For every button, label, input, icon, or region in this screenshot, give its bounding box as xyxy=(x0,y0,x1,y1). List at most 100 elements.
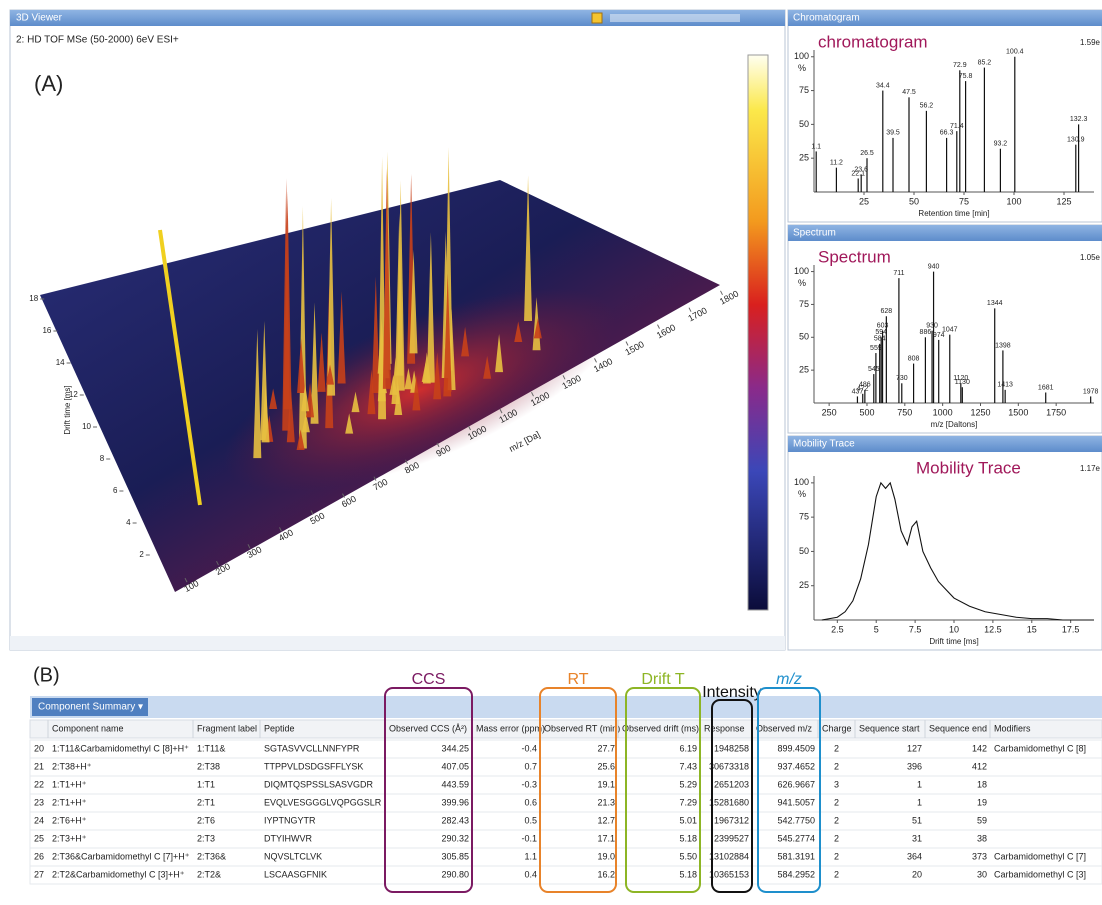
table-cell: 3 xyxy=(834,779,839,789)
scale-label: 1.05e xyxy=(1080,253,1101,262)
table-row[interactable] xyxy=(30,848,1102,866)
column-header[interactable]: Component name xyxy=(52,723,124,733)
table-cell: 0.5 xyxy=(524,815,537,825)
table-cell: 542.7750 xyxy=(777,815,815,825)
table-cell: 1:T11&Carbamidomethyl C [8]+H⁺ xyxy=(52,743,189,753)
table-cell: 626.9667 xyxy=(777,779,815,789)
table-cell: -0.4 xyxy=(521,743,537,753)
peak-label: 930 xyxy=(926,323,938,330)
table-cell: 2:T38+H⁺ xyxy=(52,761,92,771)
column-annotation: Drift T xyxy=(641,671,684,688)
table-cell: 1:T11& xyxy=(197,743,225,753)
table-cell: 5.01 xyxy=(679,815,697,825)
table-cell: 407.05 xyxy=(441,761,469,771)
column-header[interactable]: Fragment label xyxy=(197,723,257,733)
column-header[interactable]: Observed drift (ms) xyxy=(622,723,699,733)
y-tick-label: 100 xyxy=(794,477,809,487)
table-cell: 399.96 xyxy=(441,797,469,807)
toolbar[interactable] xyxy=(592,13,740,23)
peak-label: 1047 xyxy=(942,327,958,334)
table-cell: 305.85 xyxy=(441,851,469,861)
peak-label: 730 xyxy=(896,375,908,382)
column-header[interactable]: Charge xyxy=(822,723,852,733)
tab-bar xyxy=(30,696,1102,718)
y-tick-label: 16 xyxy=(42,326,51,335)
panel-annotation: Mobility Trace xyxy=(916,458,1021,477)
peak-label: 1130 xyxy=(955,379,970,386)
peak-label: 11.2 xyxy=(830,160,843,167)
peak-label: 130.9 xyxy=(1067,137,1085,144)
toolbar-button[interactable] xyxy=(592,13,602,23)
column-header[interactable]: Observed CCS (Å²) xyxy=(389,723,467,733)
table-cell: 27.7 xyxy=(597,743,615,753)
y-tick-label: 50 xyxy=(799,546,809,556)
y-tick-label: 8 xyxy=(100,454,105,463)
row-number: 23 xyxy=(34,797,44,807)
scale-label: 1.59e xyxy=(1080,38,1101,47)
column-annotation: CCS xyxy=(412,671,446,688)
table-cell: 364 xyxy=(907,851,922,861)
table-row[interactable] xyxy=(30,776,1102,794)
table-cell: 2:T6+H⁺ xyxy=(52,815,87,825)
peak-label: 72.9 xyxy=(953,62,967,69)
column-header[interactable]: Peptide xyxy=(264,723,295,733)
y-tick-label: 25 xyxy=(799,365,809,375)
chart-panel: SpectrumSpectrum1.05e255075100%250500750… xyxy=(788,225,1102,433)
table-cell: 19.1 xyxy=(597,779,615,789)
x-tick-label: 100 xyxy=(1006,196,1021,206)
toolbar-buttons[interactable] xyxy=(610,14,740,22)
table-cell: 127 xyxy=(907,743,922,753)
column-header[interactable]: Sequence start xyxy=(859,723,920,733)
column-header[interactable]: Response xyxy=(704,723,745,733)
table-row[interactable] xyxy=(30,812,1102,830)
table-cell: 1 xyxy=(917,797,922,807)
table-cell: 373 xyxy=(972,851,987,861)
table-cell: 2 xyxy=(834,833,839,843)
table-cell: 937.4652 xyxy=(777,761,815,771)
table-cell: 1.1 xyxy=(524,851,537,861)
panel-annotation: Spectrum xyxy=(818,247,891,266)
peak-label: 26.5 xyxy=(860,150,874,157)
y-tick-label: 4 xyxy=(126,518,131,527)
y-tick-label: 12 xyxy=(69,390,78,399)
table-cell: 2651203 xyxy=(714,779,749,789)
column-header[interactable]: Mass error (ppm) xyxy=(476,723,545,733)
table-cell: 30673318 xyxy=(709,761,749,771)
column-header[interactable]: Sequence end xyxy=(929,723,987,733)
tab-label[interactable]: Component Summary ▾ xyxy=(38,702,143,713)
column-header[interactable]: Modifiers xyxy=(994,723,1031,733)
section-label: (B) xyxy=(33,664,60,686)
peak-label: 886 xyxy=(920,329,932,336)
table-cell: DIQMTQSPSSLSASVGDR xyxy=(264,779,374,789)
table-cell: 13102884 xyxy=(709,851,749,861)
y-tick-label: 10 xyxy=(82,422,91,431)
table-cell: 0.6 xyxy=(524,797,537,807)
table-cell: 5.18 xyxy=(679,869,697,879)
y-tick-label: 18 xyxy=(29,294,38,303)
table-cell: 2:T36& xyxy=(197,851,226,861)
x-axis-label: Retention time [min] xyxy=(918,209,989,218)
peak-label: 1681 xyxy=(1038,384,1054,391)
table-row[interactable] xyxy=(30,794,1102,812)
peak-label: 85.2 xyxy=(978,59,992,66)
table-row[interactable] xyxy=(30,830,1102,848)
table-cell: 17.1 xyxy=(597,833,615,843)
row-number: 27 xyxy=(34,869,44,879)
table-row[interactable] xyxy=(30,758,1102,776)
viewer-subtitle: 2: HD TOF MSe (50-2000) 6eV ESI+ xyxy=(16,35,179,46)
table-cell: 16.2 xyxy=(597,869,615,879)
table-cell: TTPPVLDSDGSFFLYSK xyxy=(264,761,363,771)
column-header[interactable]: Observed m/z xyxy=(756,723,813,733)
table-cell: 7.43 xyxy=(679,761,697,771)
peak-label: 93.2 xyxy=(994,141,1008,148)
y-unit: % xyxy=(798,278,806,288)
table-row[interactable] xyxy=(30,740,1102,758)
x-tick-label: 17.5 xyxy=(1062,624,1080,634)
y-tick-label: 75 xyxy=(799,299,809,309)
y-unit: % xyxy=(798,63,806,73)
table-cell: 2:T2& xyxy=(197,869,221,879)
y-tick-label: 2 xyxy=(139,550,144,559)
column-header[interactable]: Observed RT (min) xyxy=(544,723,620,733)
table-row[interactable] xyxy=(30,866,1102,884)
table-cell: 1:T1+H⁺ xyxy=(52,779,87,789)
